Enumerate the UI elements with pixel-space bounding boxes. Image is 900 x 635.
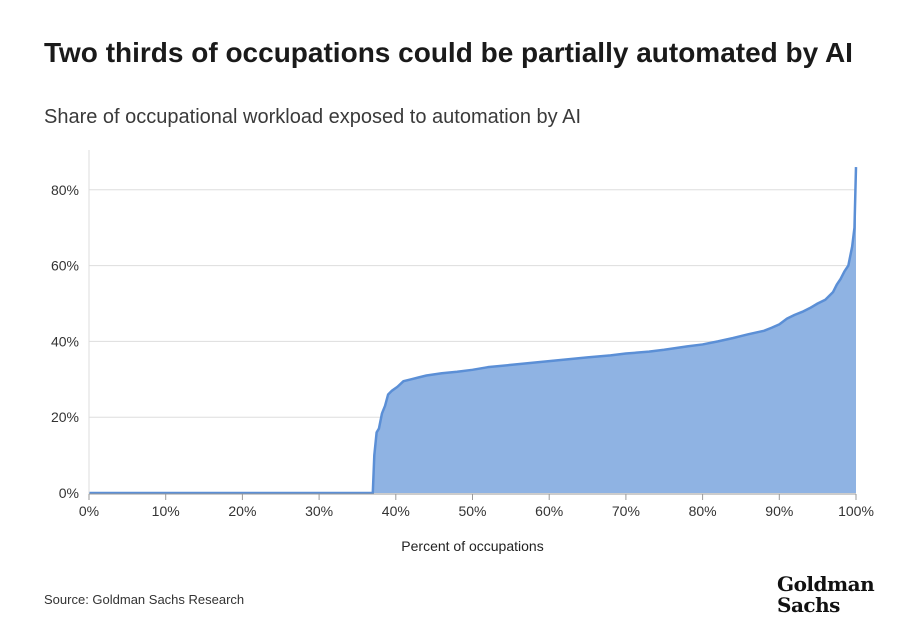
x-tick-label: 100% (838, 503, 874, 519)
x-tick-label: 10% (152, 503, 180, 519)
logo-line-2: Sachs (777, 593, 840, 617)
x-tick-label: 90% (765, 503, 793, 519)
x-tick-label: 50% (458, 503, 486, 519)
y-tick-label: 60% (51, 258, 79, 274)
data-series (89, 167, 858, 495)
chart-subtitle: Share of occupational workload exposed t… (44, 106, 582, 128)
goldman-sachs-logo: Goldman Sachs (777, 574, 887, 616)
x-tick-label: 80% (689, 503, 717, 519)
x-axis-title: Percent of occupations (401, 538, 543, 554)
axes: 0% 20% 40% 60% 80% 0% 10% 20% 30% 40% 50% 60% 70% 80%… (51, 150, 874, 519)
chart-title: Two thirds of occupations could be parti… (44, 37, 853, 68)
x-tick-label: 30% (305, 503, 333, 519)
logo-line-1: Goldman (777, 572, 875, 596)
y-tick-label: 80% (51, 182, 79, 198)
x-tick-label: 20% (228, 503, 256, 519)
y-tick-label: 20% (51, 409, 79, 425)
source-note: Source: Goldman Sachs Research (44, 592, 245, 607)
y-tick-label: 0% (59, 485, 79, 501)
x-tick-label: 70% (612, 503, 640, 519)
area-fill (89, 167, 856, 493)
y-tick-label: 40% (51, 333, 79, 349)
x-tick-label: 40% (382, 503, 410, 519)
x-tick-label: 60% (535, 503, 563, 519)
series-line (89, 167, 858, 495)
x-tick-label: 0% (79, 503, 99, 519)
